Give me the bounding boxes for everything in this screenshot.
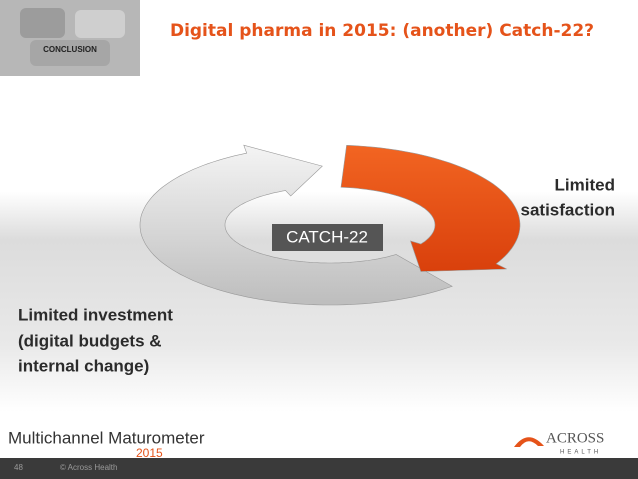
right-label: satisfaction	[521, 200, 615, 219]
copyright: © Across Health	[60, 463, 117, 472]
cycle-ring	[139, 144, 521, 306]
brand-year: 2015	[136, 446, 163, 460]
slide-title: Digital pharma in 2015: (another) Catch-…	[170, 21, 594, 41]
logo-icon	[514, 437, 544, 447]
center-box	[272, 224, 383, 251]
right-label: Limited	[555, 175, 615, 194]
badge-image	[0, 0, 140, 76]
page-number: 48	[14, 463, 23, 472]
left-label: (digital budgets &	[18, 331, 162, 350]
brand: Multichannel Maturometer	[8, 428, 205, 447]
badge: CONCLUSION	[43, 45, 97, 54]
left-label: Limited investment	[18, 305, 173, 324]
ring-arrow	[139, 144, 453, 306]
logo-sub: HEALTH	[560, 450, 601, 456]
left-label: internal change)	[18, 356, 149, 375]
footer-bar	[0, 458, 638, 479]
logo: ACROSS	[546, 430, 604, 446]
ring-arrow	[340, 144, 521, 272]
center-label: CATCH-22	[286, 227, 368, 246]
